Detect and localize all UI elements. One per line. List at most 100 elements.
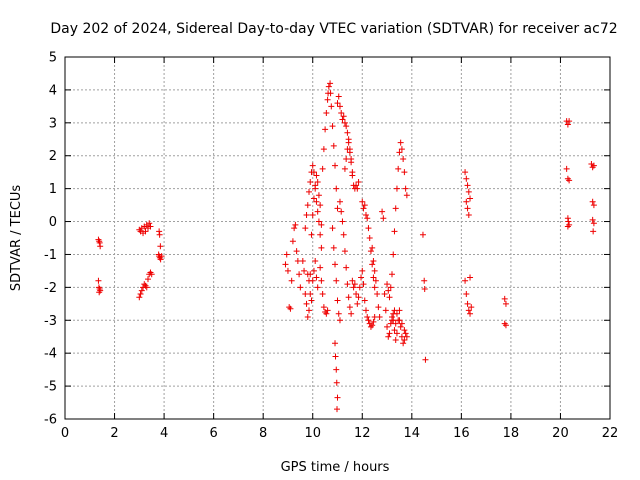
data-point <box>344 281 351 288</box>
data-point <box>324 96 331 103</box>
data-point <box>589 216 596 223</box>
data-point <box>307 290 314 297</box>
data-point <box>296 271 303 278</box>
data-point <box>463 290 470 297</box>
data-point <box>396 317 403 324</box>
data-point <box>421 286 428 293</box>
data-point <box>95 277 102 284</box>
data-point <box>329 123 336 130</box>
data-point <box>330 244 337 251</box>
data-point <box>332 261 339 268</box>
data-point <box>148 271 155 278</box>
data-point <box>310 267 317 274</box>
data-point <box>468 304 475 311</box>
data-point <box>362 307 369 314</box>
data-point <box>309 277 316 284</box>
data-point <box>371 267 378 274</box>
data-point <box>96 289 103 296</box>
data-point <box>293 248 300 255</box>
y-tick-label: -6 <box>44 413 57 428</box>
data-point <box>345 139 352 146</box>
data-point <box>371 284 378 291</box>
data-point <box>317 264 324 271</box>
data-point <box>395 165 402 172</box>
data-point <box>157 256 164 263</box>
data-point <box>308 231 315 238</box>
data-point <box>393 310 400 317</box>
data-point <box>370 318 377 325</box>
data-point <box>402 330 409 337</box>
data-point <box>391 307 398 314</box>
y-tick-label: -4 <box>44 347 57 362</box>
data-point <box>310 169 317 176</box>
data-point <box>334 100 341 107</box>
data-point <box>398 146 405 153</box>
data-point <box>288 277 295 284</box>
data-point <box>391 327 398 334</box>
data-point <box>349 277 356 284</box>
data-point <box>146 220 153 227</box>
y-tick-label: 3 <box>49 116 57 131</box>
data-point <box>364 215 371 222</box>
y-tick-label: 0 <box>49 215 57 230</box>
data-point <box>590 202 597 209</box>
data-point <box>142 228 149 235</box>
data-point <box>343 156 350 163</box>
data-point <box>328 103 335 110</box>
data-point <box>360 205 367 212</box>
data-point <box>309 162 316 169</box>
data-point <box>312 185 319 192</box>
data-point <box>502 322 509 329</box>
data-point <box>346 304 353 311</box>
data-point <box>313 198 320 205</box>
data-point <box>566 118 573 125</box>
data-point <box>397 323 404 330</box>
x-tick-label: 16 <box>453 426 470 441</box>
data-point <box>401 169 408 176</box>
y-tick-label: 1 <box>49 182 57 197</box>
data-point <box>144 276 151 283</box>
data-point <box>502 300 509 307</box>
x-tick-label: 18 <box>503 426 520 441</box>
data-point <box>564 121 571 128</box>
data-point <box>335 93 342 100</box>
data-point <box>400 340 407 347</box>
data-point <box>343 123 350 130</box>
data-point <box>332 162 339 169</box>
y-tick-label: -5 <box>44 380 57 395</box>
data-point <box>355 179 362 186</box>
data-point <box>462 169 469 176</box>
data-point <box>467 195 474 202</box>
data-point <box>327 80 334 87</box>
data-point <box>563 165 570 172</box>
data-point <box>354 185 361 192</box>
x-tick-label: 22 <box>602 426 619 441</box>
x-axis-label: GPS time / hours <box>281 460 390 475</box>
data-point <box>465 307 472 314</box>
data-point <box>334 394 341 401</box>
data-point <box>297 284 304 291</box>
data-point <box>319 290 326 297</box>
data-point <box>421 277 428 284</box>
data-point <box>374 290 381 297</box>
data-point <box>463 198 470 205</box>
data-point <box>320 304 327 311</box>
data-point <box>333 185 340 192</box>
data-point <box>332 353 339 360</box>
data-point <box>462 277 469 284</box>
data-point <box>313 172 320 179</box>
data-point <box>332 340 339 347</box>
data-point <box>137 290 144 297</box>
data-point <box>367 248 374 255</box>
data-point <box>322 126 329 133</box>
data-point <box>590 162 597 169</box>
data-point <box>387 284 394 291</box>
data-point <box>340 231 347 238</box>
y-axis-label: SDTVAR / TECUs <box>9 185 24 292</box>
data-point <box>291 225 298 232</box>
data-point <box>339 116 346 123</box>
data-point <box>360 281 367 288</box>
data-point <box>343 264 350 271</box>
